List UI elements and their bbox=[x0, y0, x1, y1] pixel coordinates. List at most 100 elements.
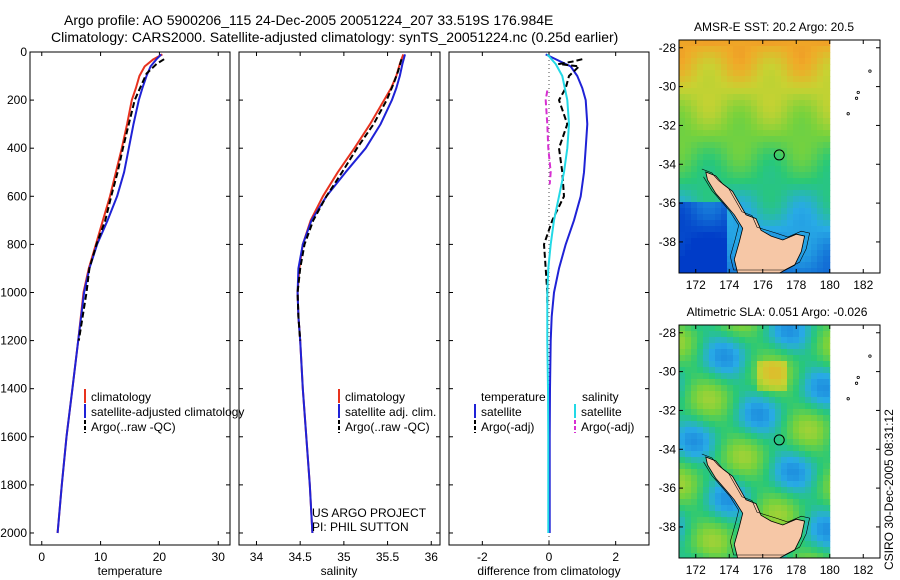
field-cell bbox=[763, 142, 770, 149]
field-cell bbox=[781, 130, 788, 137]
field-cell bbox=[775, 208, 782, 215]
field-cell bbox=[727, 76, 734, 83]
field-cell bbox=[829, 88, 831, 95]
field-cell bbox=[679, 262, 686, 269]
y-tick-label: 200 bbox=[7, 93, 27, 107]
field-cell bbox=[751, 397, 758, 404]
field-cell bbox=[703, 214, 710, 221]
field-cell bbox=[823, 232, 830, 239]
field-cell bbox=[733, 523, 740, 530]
field-cell bbox=[769, 172, 776, 179]
field-cell bbox=[751, 64, 758, 71]
field-cell bbox=[715, 214, 722, 221]
field-cell bbox=[823, 124, 830, 131]
field-cell bbox=[805, 397, 812, 404]
field-cell bbox=[757, 445, 764, 452]
field-cell bbox=[697, 226, 704, 233]
field-cell bbox=[781, 415, 788, 422]
field-cell bbox=[787, 463, 794, 470]
field-cell bbox=[739, 148, 746, 155]
field-cell bbox=[805, 409, 812, 416]
field-cell bbox=[817, 238, 824, 245]
field-cell bbox=[823, 250, 830, 257]
field-cell bbox=[763, 391, 770, 398]
field-cell bbox=[799, 154, 806, 161]
field-cell bbox=[769, 160, 776, 167]
field-cell bbox=[721, 250, 728, 257]
field-cell bbox=[805, 82, 812, 89]
lat-tick-label: -38 bbox=[659, 235, 677, 249]
field-cell bbox=[727, 154, 734, 161]
field-cell bbox=[697, 439, 704, 446]
field-cell bbox=[685, 214, 692, 221]
field-cell bbox=[679, 202, 686, 209]
difference-profile-panel: -2 0 2 difference from climatology tempera… bbox=[448, 51, 650, 578]
lat-tick-label: -30 bbox=[659, 80, 677, 94]
field-cell bbox=[829, 136, 831, 143]
field-cell bbox=[721, 166, 728, 173]
field-cell bbox=[721, 505, 728, 512]
field-cell bbox=[829, 178, 831, 185]
field-cell bbox=[745, 463, 752, 470]
field-cell bbox=[745, 76, 752, 83]
field-cell bbox=[811, 463, 818, 470]
field-cell bbox=[751, 94, 758, 101]
field-cell bbox=[709, 433, 716, 440]
field-cell bbox=[721, 70, 728, 77]
field-cell bbox=[799, 541, 806, 548]
field-cell bbox=[763, 385, 770, 392]
field-cell bbox=[799, 427, 806, 434]
field-cell bbox=[823, 451, 830, 458]
field-cell bbox=[805, 367, 812, 374]
field-cell bbox=[775, 367, 782, 374]
field-cell bbox=[739, 154, 746, 161]
field-cell bbox=[691, 76, 698, 83]
field-cell bbox=[745, 343, 752, 350]
field-cell bbox=[787, 52, 794, 59]
field-cell bbox=[763, 373, 770, 380]
field-cell bbox=[697, 238, 704, 245]
field-cell bbox=[787, 268, 794, 274]
field-cell bbox=[697, 553, 704, 559]
field-cell bbox=[769, 166, 776, 173]
field-cell bbox=[697, 214, 704, 221]
field-cell bbox=[691, 397, 698, 404]
field-cell bbox=[733, 40, 740, 47]
field-cell bbox=[769, 433, 776, 440]
field-cell bbox=[769, 136, 776, 143]
field-cell bbox=[697, 268, 704, 274]
field-cell bbox=[775, 130, 782, 137]
legend-label-satellite: satellite adj. clim. bbox=[345, 405, 436, 419]
field-cell bbox=[733, 154, 740, 161]
field-cell bbox=[751, 208, 758, 215]
field-cell bbox=[787, 481, 794, 488]
field-cell bbox=[739, 463, 746, 470]
field-cell bbox=[691, 463, 698, 470]
field-cell bbox=[733, 391, 740, 398]
field-cell bbox=[715, 40, 722, 47]
field-cell bbox=[775, 226, 782, 233]
field-cell bbox=[703, 166, 710, 173]
field-cell bbox=[715, 349, 722, 356]
field-cell bbox=[757, 58, 764, 65]
field-cell bbox=[721, 337, 728, 344]
field-cell bbox=[679, 331, 686, 338]
field-cell bbox=[823, 499, 830, 506]
field-cell bbox=[805, 499, 812, 506]
field-cell bbox=[685, 385, 692, 392]
field-cell bbox=[799, 268, 806, 274]
series-line-climatology bbox=[56, 53, 163, 534]
field-cell bbox=[787, 172, 794, 179]
field-cell bbox=[775, 361, 782, 368]
field-cell bbox=[691, 403, 698, 410]
field-cell bbox=[805, 226, 812, 233]
field-cell bbox=[763, 208, 770, 215]
y-tick-label: 400 bbox=[7, 141, 27, 155]
field-cell bbox=[763, 184, 770, 191]
field-cell bbox=[811, 325, 818, 332]
field-cell bbox=[763, 76, 770, 83]
field-cell bbox=[685, 469, 692, 476]
field-cell bbox=[787, 64, 794, 71]
field-cell bbox=[817, 202, 824, 209]
field-cell bbox=[811, 535, 818, 542]
